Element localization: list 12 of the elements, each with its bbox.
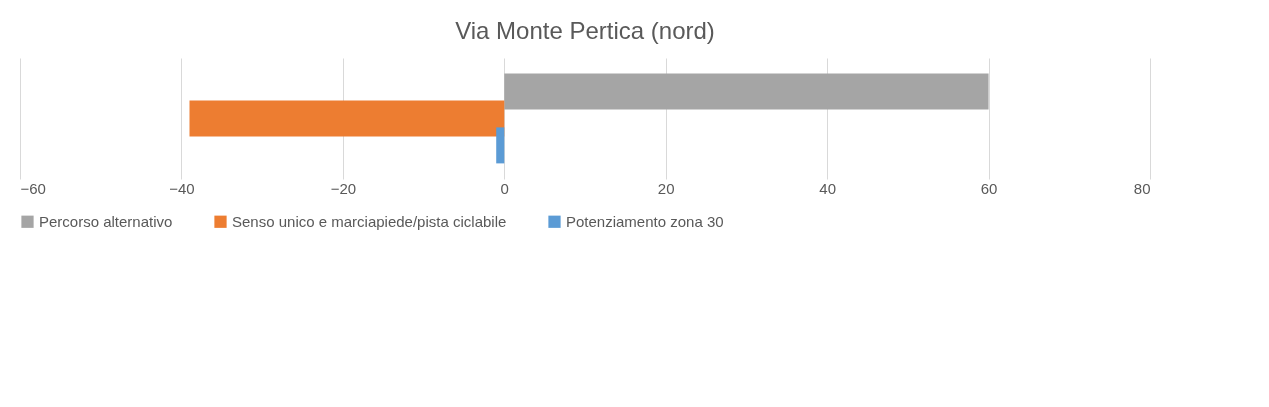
x-tick-label: 80	[1133, 179, 1151, 197]
x-tick-label: −40	[169, 179, 195, 197]
x-tick-label: 40	[819, 179, 836, 197]
x-tick-label: −20	[330, 179, 357, 197]
x-tick-label: 0	[500, 179, 509, 197]
x-tick-label: −60	[20, 179, 46, 197]
legend-label: Senso unico e marciapiede/pista ciclabile	[232, 212, 507, 230]
x-tick-label: 20	[657, 179, 675, 197]
x-tick-label: 60	[980, 179, 998, 197]
chart-title: Via Monte Pertica (nord)	[455, 17, 715, 44]
legend-label: Percorso alternativo	[39, 212, 173, 230]
legend-label: Potenziamento zona 30	[566, 212, 724, 230]
